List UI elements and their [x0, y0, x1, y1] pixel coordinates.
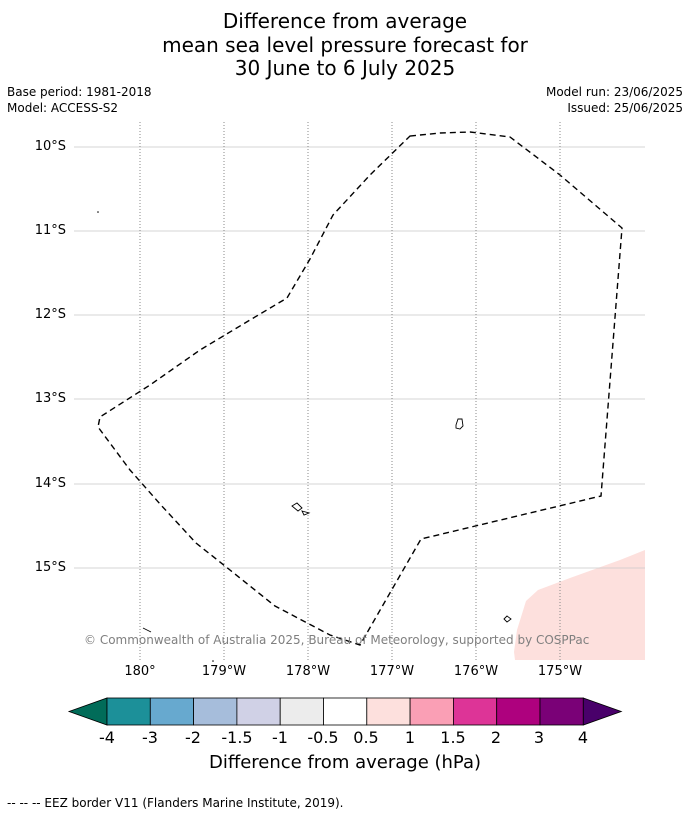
- colorbar-label: -2: [185, 728, 201, 747]
- lon-label-175w: 175°W: [537, 664, 583, 679]
- islands: [97, 211, 512, 662]
- colorbar-label: 0.5: [353, 728, 379, 747]
- lat-label-11s: 11°S: [34, 223, 66, 238]
- island-south-east: [503, 615, 512, 623]
- lat-label-14s: 14°S: [34, 476, 66, 491]
- island-west: [291, 502, 303, 512]
- colorbar-title: Difference from average (hPa): [208, 752, 482, 773]
- model-name: Model: ACCESS-S2: [7, 101, 119, 115]
- colorbar-label: 2: [490, 728, 502, 747]
- map-credit: © Commonwealth of Australia 2025, Bureau…: [84, 633, 590, 647]
- eez-border: [97, 131, 623, 646]
- latitude-gridlines: [74, 146, 645, 569]
- colorbar-label: -4: [99, 728, 115, 747]
- lon-label-180: 180°: [124, 664, 156, 679]
- title-line-1: Difference from average: [222, 9, 468, 33]
- lon-label-178w: 178°W: [285, 664, 331, 679]
- colorbar-label: -0.5: [307, 728, 339, 747]
- title-line-3: 30 June to 6 July 2025: [234, 56, 456, 80]
- colorbar-label: 3: [533, 728, 545, 747]
- colorbar-segment: [452, 697, 498, 726]
- colorbar-extend-low: [67, 697, 108, 726]
- colorbar-segment: [366, 697, 411, 726]
- pressure-anomaly-area: [514, 550, 645, 660]
- island-north-west: [97, 211, 99, 213]
- colorbar-segment: [409, 697, 454, 726]
- colorbar-label: 4: [577, 728, 589, 747]
- colorbar-segment: [323, 697, 368, 726]
- base-period: Base period: 1981-2018: [7, 85, 152, 99]
- island-south-west: [142, 627, 152, 633]
- colorbar: [67, 697, 623, 726]
- island-south: [212, 660, 214, 662]
- eez-legend: -- -- -- EEZ border V11 (Flanders Marine…: [7, 796, 344, 810]
- colorbar-label: 1: [404, 728, 416, 747]
- island-north-east: [455, 418, 464, 430]
- colorbar-segment: [106, 697, 151, 726]
- lon-label-179w: 179°W: [201, 664, 247, 679]
- lon-label-176w: 176°W: [453, 664, 499, 679]
- lat-label-12s: 12°S: [34, 307, 66, 322]
- colorbar-label: -3: [142, 728, 158, 747]
- colorbar-segment: [236, 697, 281, 726]
- colorbar-extend-high: [582, 697, 623, 726]
- lat-label-15s: 15°S: [34, 560, 66, 575]
- issued-date: Issued: 25/06/2025: [567, 101, 683, 115]
- colorbar-segment: [193, 697, 238, 726]
- colorbar-label: -1.5: [221, 728, 253, 747]
- lon-label-177w: 177°W: [369, 664, 415, 679]
- colorbar-segment: [496, 697, 541, 726]
- title-line-2: mean sea level pressure forecast for: [162, 33, 528, 57]
- colorbar-label: 1.5: [440, 728, 466, 747]
- lat-label-10s: 10°S: [34, 139, 66, 154]
- colorbar-segment: [149, 697, 195, 726]
- colorbar-segment: [539, 697, 584, 726]
- lat-label-13s: 13°S: [34, 391, 66, 406]
- longitude-gridlines: [139, 122, 561, 660]
- island-west-small: [301, 510, 311, 516]
- colorbar-label: -1: [272, 728, 288, 747]
- model-run: Model run: 23/06/2025: [545, 85, 683, 99]
- colorbar-segment: [279, 697, 324, 726]
